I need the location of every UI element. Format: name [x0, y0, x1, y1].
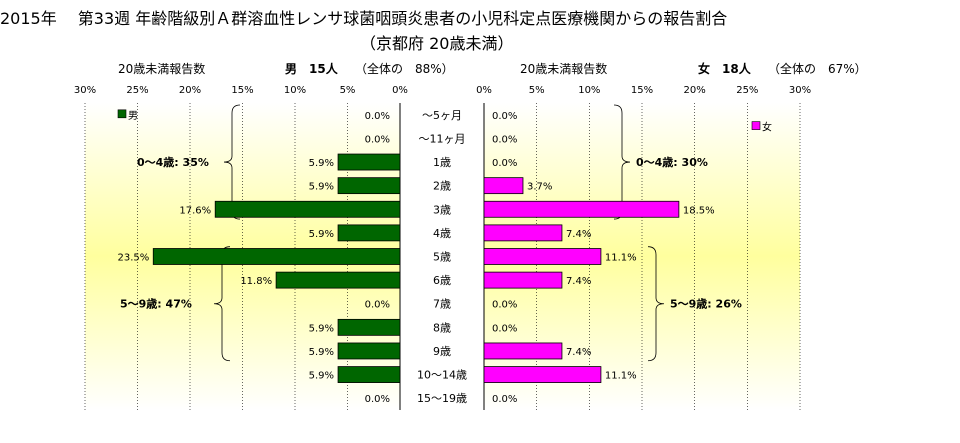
female-tick-label: 10%: [578, 85, 600, 96]
female-value-label: 0.0%: [492, 111, 517, 122]
female-value-label: 0.0%: [492, 158, 517, 169]
age-category-label: 4歳: [433, 227, 451, 240]
male-tick-label: 10%: [284, 85, 306, 96]
age-category-label: ～5ヶ月: [422, 109, 462, 122]
female-value-label: 11.1%: [605, 253, 637, 264]
age-category-label: 9歳: [433, 345, 451, 358]
male-bar: [337, 318, 401, 336]
female-value-label: 7.4%: [566, 276, 591, 287]
female-value-label: 0.0%: [492, 300, 517, 311]
female-group-label: 5～9歳: 26%: [670, 297, 742, 311]
male-tick-label: 0%: [392, 85, 408, 96]
female-bar: [483, 200, 680, 218]
male-value-label: 0.0%: [365, 394, 390, 405]
female-tick-label: 5%: [529, 85, 545, 96]
male-legend-label: 男: [128, 110, 138, 122]
female-bar: [483, 248, 602, 265]
age-category-label: 5歳: [433, 251, 451, 264]
female-tick-label: 25%: [736, 85, 758, 96]
male-bar: [337, 224, 401, 242]
male-bar: [337, 153, 401, 171]
age-category-label: 10～14歳: [417, 369, 467, 382]
chart-title: 2015年 第33週 年齢階級別Ａ群溶血性レンサ球菌咽頭炎患者の小児科定点医療機…: [0, 9, 728, 28]
age-category-label: 1歳: [433, 156, 451, 169]
male-value-label: 5.9%: [309, 182, 334, 193]
age-category-label: 7歳: [433, 298, 451, 311]
male-header-label: 20歳未満報告数: [118, 62, 206, 76]
female-value-label: 0.0%: [492, 323, 517, 334]
male-value-label: 17.6%: [179, 205, 211, 216]
female-header-label: 20歳未満報告数: [520, 62, 608, 76]
male-value-label: 0.0%: [365, 300, 390, 311]
female-value-label: 0.0%: [492, 394, 517, 405]
male-tick-label: 25%: [126, 85, 148, 96]
male-value-label: 5.9%: [309, 347, 334, 358]
male-tick-label: 15%: [231, 85, 253, 96]
female-bar: [483, 342, 563, 360]
female-group-label: 0～4歳: 30%: [636, 155, 708, 169]
male-tick-label: 30%: [74, 85, 96, 96]
female-tick-label: 15%: [631, 85, 653, 96]
male-value-label: 11.8%: [240, 276, 272, 287]
female-value-label: 18.5%: [683, 205, 715, 216]
female-tick-label: 20%: [684, 85, 706, 96]
chart-subtitle: （京都府 20歳未満）: [360, 34, 514, 53]
female-legend-swatch: [751, 121, 761, 130]
male-header-share: （全体の 88%）: [355, 62, 454, 76]
female-value-label: 7.4%: [566, 347, 591, 358]
female-value-label: 7.4%: [566, 229, 591, 240]
male-value-label: 0.0%: [365, 134, 390, 145]
age-category-label: 8歳: [433, 321, 451, 334]
male-bar: [337, 366, 401, 383]
female-legend-label: 女: [762, 121, 772, 134]
male-group-label: 0～4歳: 35%: [137, 155, 209, 169]
female-count-text: 女 18人: [698, 62, 751, 76]
male-count-text: 男 15人: [285, 62, 338, 76]
male-bar: [214, 200, 401, 218]
male-legend-swatch: [117, 109, 127, 119]
male-bar: [275, 271, 401, 289]
male-bar: [152, 248, 401, 265]
male-group-label: 5～9歳: 47%: [120, 297, 192, 311]
male-value-label: 5.9%: [309, 158, 334, 169]
female-header-count: 女 18人: [698, 60, 751, 77]
male-tick-label: 5%: [340, 85, 356, 96]
female-value-label: 3.7%: [527, 182, 552, 193]
male-value-label: 23.5%: [117, 253, 149, 264]
female-header-share: （全体の 67%）: [768, 62, 867, 76]
age-category-label: 6歳: [433, 274, 451, 287]
female-bar: [483, 177, 524, 195]
age-category-label: 3歳: [433, 203, 451, 216]
female-value-label: 11.1%: [605, 371, 637, 382]
male-value-label: 0.0%: [365, 111, 390, 122]
male-tick-label: 20%: [179, 85, 201, 96]
male-value-label: 5.9%: [309, 229, 334, 240]
male-value-label: 5.9%: [309, 323, 334, 334]
age-category-label: 15～19歳: [417, 392, 467, 405]
male-bar: [337, 342, 401, 360]
male-bar: [337, 177, 401, 195]
female-value-label: 0.0%: [492, 134, 517, 145]
female-tick-label: 30%: [789, 85, 811, 96]
female-group-brace: [647, 246, 665, 362]
female-tick-label: 0%: [476, 85, 492, 96]
female-bar: [483, 366, 602, 383]
female-bar: [483, 224, 563, 242]
age-category-label: ～11ヶ月: [419, 132, 466, 145]
age-category-label: 2歳: [433, 180, 451, 193]
male-value-label: 5.9%: [309, 371, 334, 382]
male-header-count: 男 15人: [285, 60, 338, 77]
female-bar: [483, 271, 563, 289]
